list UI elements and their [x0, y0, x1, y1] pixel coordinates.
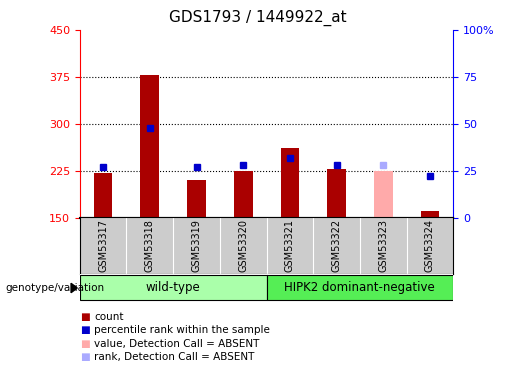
Bar — [281, 147, 299, 218]
FancyArrow shape — [71, 284, 77, 292]
Bar — [80, 275, 267, 300]
Bar — [267, 275, 453, 300]
Text: genotype/variation: genotype/variation — [5, 283, 104, 293]
Text: HIPK2 dominant-negative: HIPK2 dominant-negative — [284, 281, 435, 294]
Bar — [141, 75, 159, 217]
Text: ■: ■ — [80, 312, 90, 322]
Text: GSM53321: GSM53321 — [285, 219, 295, 272]
Bar — [234, 171, 252, 217]
Bar — [327, 169, 346, 217]
Bar — [94, 172, 112, 217]
Bar — [187, 180, 206, 218]
Text: GSM53319: GSM53319 — [192, 219, 201, 272]
Text: wild-type: wild-type — [146, 281, 200, 294]
Text: percentile rank within the sample: percentile rank within the sample — [94, 326, 270, 335]
Text: ■: ■ — [80, 339, 90, 349]
Text: ■: ■ — [80, 326, 90, 335]
Text: GSM53317: GSM53317 — [98, 219, 108, 272]
Text: GSM53320: GSM53320 — [238, 219, 248, 272]
Bar — [374, 171, 392, 217]
Bar — [421, 211, 439, 217]
Text: GDS1793 / 1449922_at: GDS1793 / 1449922_at — [169, 9, 346, 26]
Text: rank, Detection Call = ABSENT: rank, Detection Call = ABSENT — [94, 352, 254, 362]
Text: GSM53323: GSM53323 — [378, 219, 388, 272]
Text: count: count — [94, 312, 124, 322]
Text: GSM53318: GSM53318 — [145, 219, 155, 272]
Text: value, Detection Call = ABSENT: value, Detection Call = ABSENT — [94, 339, 260, 349]
Text: GSM53322: GSM53322 — [332, 219, 341, 272]
Text: ■: ■ — [80, 352, 90, 362]
Text: GSM53324: GSM53324 — [425, 219, 435, 272]
